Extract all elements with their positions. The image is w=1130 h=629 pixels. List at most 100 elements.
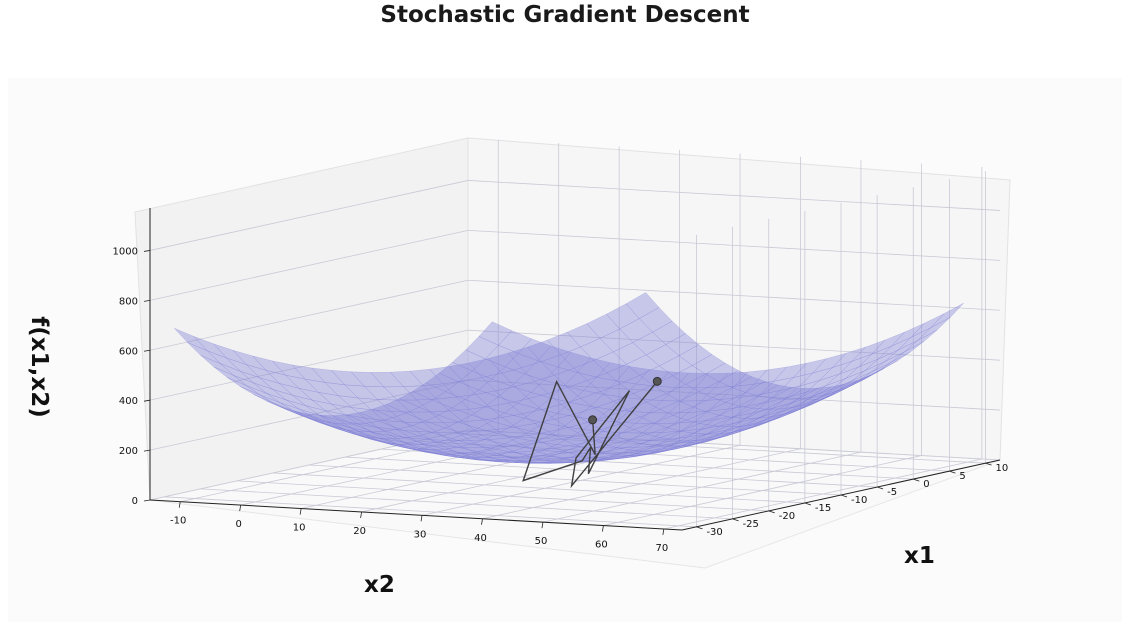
surface-patch (713, 405, 748, 421)
surface-patch (312, 399, 346, 416)
surface-patch (343, 384, 379, 400)
surface-patch (680, 419, 715, 432)
surface-patch (555, 437, 591, 447)
surface-patch (779, 395, 813, 413)
gridline-z-back (467, 180, 1001, 211)
surface-patch (765, 409, 799, 423)
surface-patch (744, 381, 779, 397)
surface-patch (673, 441, 707, 450)
surface-patch (396, 399, 431, 413)
z-tick-mark (143, 349, 151, 352)
gridline-x1-floor (200, 488, 733, 520)
surface-patch (579, 338, 614, 361)
z-tick-label: 400 (119, 396, 138, 407)
surface-patch (358, 423, 392, 436)
surface-patch (720, 412, 754, 427)
surface-patch (635, 412, 670, 424)
surface-patch (431, 427, 466, 439)
surface-patch (365, 434, 399, 445)
surface-patch (687, 399, 722, 413)
x2-tick-label: -10 (170, 516, 186, 527)
surface-patch (438, 407, 473, 423)
surface-patch (338, 419, 372, 433)
surface-patch (576, 357, 611, 378)
surface-patch (608, 454, 642, 460)
surface-patch (851, 368, 885, 386)
surface-patch (540, 354, 575, 376)
gridline-x1-floor (417, 440, 950, 472)
surface-patch (746, 417, 780, 430)
surface-patch (632, 331, 667, 356)
gridline-x2-floor (663, 458, 982, 530)
surface-patch (706, 426, 740, 435)
surface-patch (707, 421, 741, 435)
surface-patch (503, 460, 537, 464)
x1-tick-mark (840, 494, 848, 498)
surface-patch (904, 329, 938, 353)
surface-patch (569, 390, 604, 407)
surface-patch (712, 417, 746, 427)
surface-patch (450, 454, 484, 461)
surface-patch (557, 352, 591, 373)
surface-patch (567, 380, 602, 399)
surface-patch (311, 367, 346, 386)
surface-patch (476, 452, 510, 458)
surface-patch (449, 408, 484, 423)
surface-patch (858, 345, 892, 368)
surface-patch (451, 399, 486, 416)
z-tick-label: 0 (132, 496, 138, 507)
surface-patch (628, 399, 663, 413)
surface-patch (648, 400, 683, 414)
x2-tick-mark (602, 525, 604, 532)
surface-patch (674, 410, 709, 424)
surface-patch (700, 416, 735, 430)
surface-patch (370, 409, 405, 423)
surface-patch (759, 412, 793, 426)
surface-patch (482, 446, 517, 454)
surface-patch (411, 420, 446, 433)
surface-patch (352, 423, 386, 433)
surface-patch (232, 349, 267, 371)
surface-patch (298, 387, 333, 405)
surface-patch (638, 307, 673, 333)
surface-patch (481, 417, 517, 430)
surface-patch (563, 372, 598, 391)
surface-patch (635, 369, 670, 387)
surface-patch (351, 427, 385, 440)
surface-patch (646, 393, 681, 410)
surface-patch (805, 389, 839, 407)
surface-patch (497, 451, 531, 459)
surface-patch (489, 443, 525, 453)
surface-patch (488, 402, 523, 418)
surface-patch (641, 385, 676, 401)
surface-patch (352, 433, 386, 443)
surface-patch (700, 431, 734, 441)
surface-patch (365, 420, 400, 432)
surface-patch (536, 434, 571, 445)
surface-patch (660, 444, 694, 452)
surface-patch (626, 354, 660, 376)
x2-tick-label: 20 (353, 526, 366, 537)
surface-patch (659, 400, 694, 416)
surface-patch (422, 422, 458, 433)
surface-patch (510, 418, 545, 432)
surface-patch (718, 405, 754, 418)
surface-patch (385, 442, 419, 450)
surface-patch (891, 322, 925, 347)
surface-patch (831, 370, 866, 390)
surface-patch (786, 380, 820, 398)
x2-tick-mark (481, 518, 483, 525)
surface-patch (220, 363, 254, 384)
surface-patch (293, 410, 327, 423)
surface-patch (573, 407, 608, 423)
surface-patch (778, 397, 812, 410)
surface-patch (534, 374, 569, 394)
surface-patch (509, 461, 543, 464)
z-tick-mark (143, 299, 151, 302)
surface-patch (720, 426, 754, 438)
surface-patch (273, 402, 307, 418)
surface-patch (733, 369, 768, 387)
surface-patch (227, 377, 261, 396)
x2-tick-label: 0 (235, 519, 241, 530)
surface-patch (358, 408, 394, 422)
